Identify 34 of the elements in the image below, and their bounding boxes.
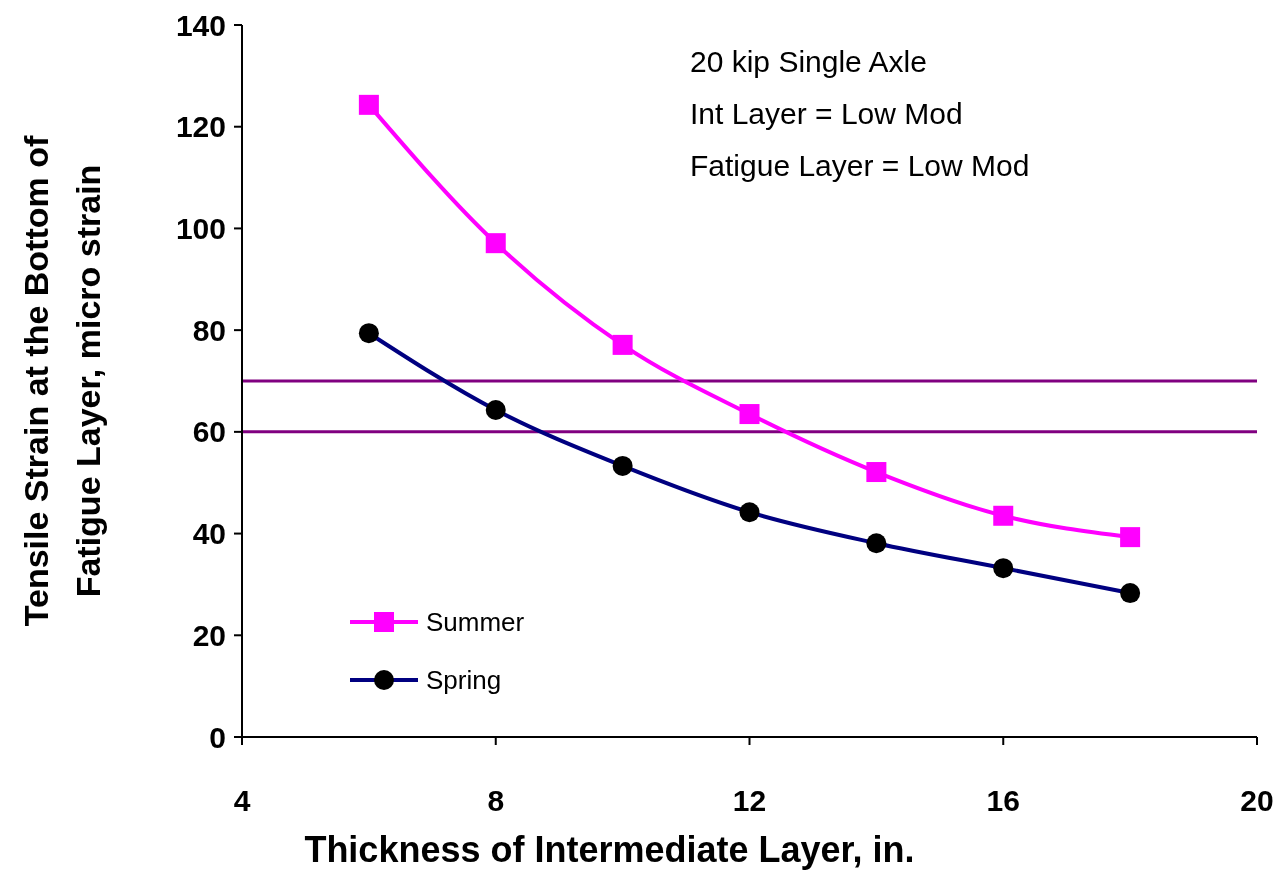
y-tick-label: 80	[192, 313, 226, 347]
x-tick-label: 20	[1240, 784, 1274, 817]
y-tick-label: 100	[175, 211, 226, 245]
legend-label: Spring	[426, 665, 502, 696]
point	[739, 502, 760, 523]
point	[485, 233, 506, 254]
point	[1120, 527, 1141, 548]
annotation: 20 kip Single Axle	[690, 45, 927, 78]
point	[1120, 583, 1141, 604]
x-tick-label: 16	[986, 784, 1020, 817]
legend-label: Summer	[426, 607, 525, 638]
point	[866, 533, 887, 554]
point	[739, 404, 760, 425]
y-tick-label: 140	[175, 8, 226, 42]
y-tick-label: 60	[192, 415, 226, 449]
point	[612, 455, 633, 476]
y-tick-label: 120	[175, 110, 226, 144]
annotation: Int Layer = Low Mod	[690, 97, 963, 130]
y-axis-title: Tensile Strain at the Bottom of Fatigue Layer, micro strain	[17, 135, 107, 627]
y-tick-label: 40	[192, 517, 226, 551]
y-tick-label: 20	[192, 618, 226, 652]
point	[993, 505, 1014, 526]
point	[866, 462, 887, 483]
annotation: Fatigue Layer = Low Mod	[690, 149, 1030, 182]
point	[358, 323, 379, 344]
x-axis-title: Thickness of Intermediate Layer, in.	[304, 829, 915, 870]
y-tick-label: 0	[209, 720, 226, 754]
point	[612, 334, 633, 355]
point	[358, 94, 379, 115]
x-tick-label: 8	[487, 784, 505, 817]
point	[485, 399, 506, 420]
point	[993, 558, 1014, 579]
x-tick-label: 4	[233, 784, 251, 817]
x-tick-label: 12	[732, 784, 767, 817]
